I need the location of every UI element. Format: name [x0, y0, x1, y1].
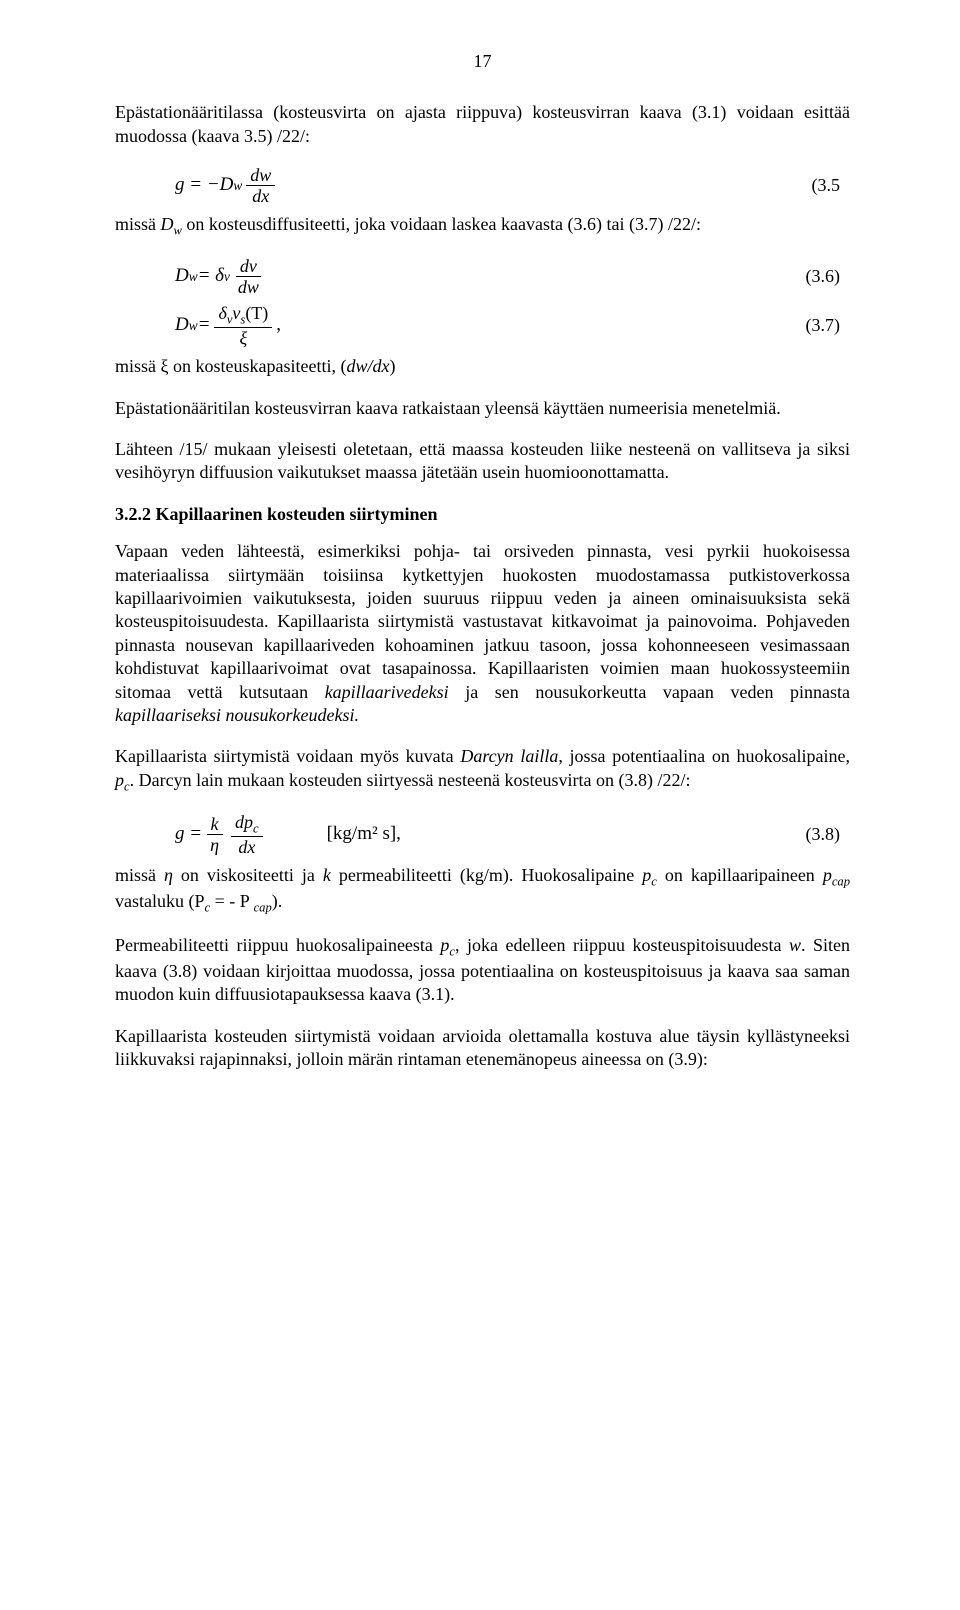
eq36-body: Dw = δv dv dw: [175, 257, 806, 296]
p8-f: on kapillaaripaineen: [657, 865, 823, 885]
eq37-n-a: δ: [218, 303, 226, 323]
eq35-body: g = −Dw dw dx: [175, 166, 812, 205]
eq38-unit: [kg/m² s],: [327, 822, 401, 847]
p8-b: η: [164, 865, 173, 885]
eq38-den1: η: [206, 835, 223, 854]
equation-3-7: Dw = δvvs(T) ξ , (3.7): [175, 304, 850, 347]
p2-sym: D: [161, 214, 174, 234]
p8-Pcap-sub: cap: [254, 900, 272, 914]
p2-a: missä: [115, 214, 161, 234]
eq35-num: dw: [246, 166, 275, 186]
p7-c: , jossa potentiaalina on huokosalipaine,: [558, 746, 850, 766]
eq36-lhs-sub: w: [189, 268, 198, 285]
eq38-num1: k: [207, 815, 223, 835]
p3-b: ): [390, 356, 396, 376]
eq37-body: Dw = δvvs(T) ξ ,: [175, 304, 806, 347]
eq38-frac2: dpc dx: [231, 813, 263, 856]
p7-b: Darcyn lailla: [460, 746, 558, 766]
eq38-n2-a: dp: [235, 812, 253, 832]
equation-3-8: g = k η dpc dx [kg/m² s], (3.8): [175, 813, 850, 856]
p8-d: k: [323, 865, 331, 885]
p8-pcap-sub: cap: [832, 875, 850, 889]
p7-d: . Darcyn lain mukaan kosteuden siirtyess…: [130, 770, 691, 790]
p6-b: kapillaarivedeksi: [325, 682, 449, 702]
eq37-den: ξ: [236, 328, 252, 347]
eq38-frac1: k η: [206, 815, 223, 854]
eq37-n-c: (T): [245, 303, 268, 323]
eq37-lhs-sub: w: [189, 317, 198, 334]
eq38-lhs: g =: [175, 822, 202, 847]
eq35-frac: dw dx: [246, 166, 275, 205]
p8-g: vastaluku (P: [115, 891, 205, 911]
p6-d: kapillaariseksi nousukorkeudeksi.: [115, 705, 359, 725]
p8-a: missä: [115, 865, 164, 885]
eq38-n2-s: c: [253, 821, 259, 835]
equation-3-5: g = −Dw dw dx (3.5: [175, 166, 850, 205]
paragraph-5: Lähteen /15/ mukaan yleisesti oletetaan,…: [115, 438, 850, 485]
eq36-eq-sub: v: [224, 268, 230, 285]
eq35-lhs: g = −D: [175, 173, 233, 198]
eq35-lhs-sub: w: [233, 177, 242, 194]
paragraph-2: missä Dw on kosteusdiffusiteetti, joka v…: [115, 213, 850, 239]
paragraph-8: missä η on viskositeetti ja k permeabili…: [115, 864, 850, 916]
eq37-number: (3.7): [806, 314, 851, 337]
p9-a: Permeabiliteetti riippuu huokosalipainee…: [115, 935, 440, 955]
p3-a: missä ξ on kosteuskapasiteetti, (: [115, 356, 347, 376]
section-heading-3-2-2: 3.2.2 Kapillaarinen kosteuden siirtymine…: [115, 503, 850, 526]
eq36-eq: = δ: [198, 264, 224, 289]
equation-3-6: Dw = δv dv dw (3.6): [175, 257, 850, 296]
p8-c: on viskositeetti ja: [173, 865, 323, 885]
paragraph-4: Epästationääritilan kosteusvirran kaava …: [115, 397, 850, 420]
eq35-den: dx: [248, 186, 273, 205]
p8-pcap: p: [823, 865, 832, 885]
eq37-tail: ,: [276, 313, 281, 338]
eq36-frac: dv dw: [234, 257, 263, 296]
p8-i: ).: [272, 891, 283, 911]
eq36-number: (3.6): [806, 265, 851, 288]
p8-pc: p: [642, 865, 651, 885]
paragraph-3: missä ξ on kosteuskapasiteetti, (dw/dx): [115, 355, 850, 378]
paragraph-1: Epästationääritilassa (kosteusvirta on a…: [115, 101, 850, 148]
p7-a: Kapillaarista siirtymistä voidaan myös k…: [115, 746, 460, 766]
page-number: 17: [115, 50, 850, 73]
eq36-lhs: D: [175, 264, 189, 289]
p9-c: w: [789, 935, 801, 955]
paragraph-10: Kapillaarista kosteuden siirtymistä void…: [115, 1025, 850, 1072]
p9-b: , joka edelleen riippuu kosteuspitoisuud…: [455, 935, 789, 955]
paragraph-7: Kapillaarista siirtymistä voidaan myös k…: [115, 745, 850, 794]
paragraph-6: Vapaan veden lähteestä, esimerkiksi pohj…: [115, 540, 850, 727]
eq35-number: (3.5: [812, 174, 851, 197]
p3-sym: dw/dx: [347, 356, 390, 376]
eq37-eq: =: [198, 313, 211, 338]
eq37-lhs: D: [175, 313, 189, 338]
eq37-numer: δvvs(T): [214, 304, 272, 328]
p2-sym-sub: w: [174, 224, 182, 238]
p6-c: ja sen nousukorkeutta vapaan veden pinna…: [449, 682, 850, 702]
eq38-number: (3.8): [806, 823, 851, 846]
eq38-den2: dx: [234, 837, 259, 856]
eq36-den: dw: [234, 277, 263, 296]
eq37-frac: δvvs(T) ξ: [214, 304, 272, 347]
p7-pc: p: [115, 770, 124, 790]
eq38-body: g = k η dpc dx [kg/m² s],: [175, 813, 806, 856]
paragraph-9: Permeabiliteetti riippuu huokosalipainee…: [115, 934, 850, 1007]
p2-b: on kosteusdiffusiteetti, joka voidaan la…: [182, 214, 701, 234]
p8-h: = - P: [210, 891, 254, 911]
p6-a: Vapaan veden lähteestä, esimerkiksi pohj…: [115, 541, 850, 701]
eq36-num: dv: [236, 257, 261, 277]
eq38-num2: dpc: [231, 813, 263, 837]
p8-e: permeabiliteetti (kg/m). Huokosalipaine: [331, 865, 642, 885]
